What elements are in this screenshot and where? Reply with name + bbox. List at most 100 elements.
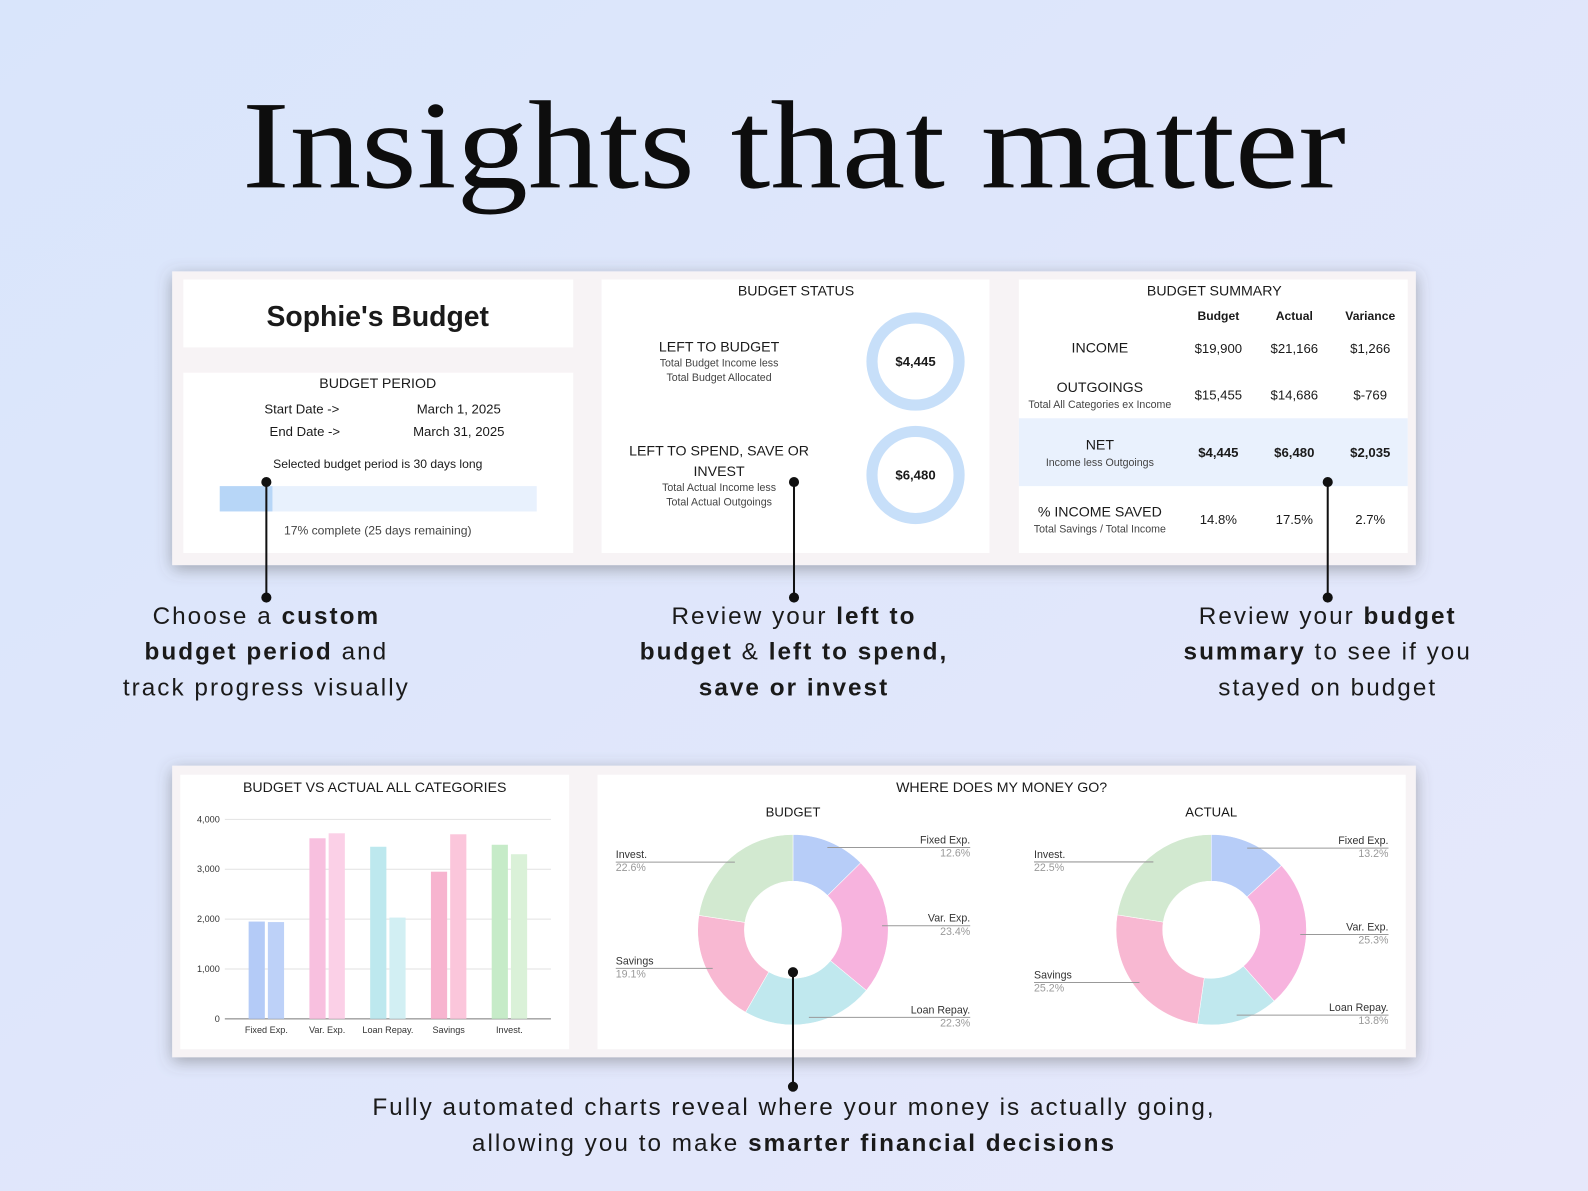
bar — [450, 834, 467, 1019]
summary-title: BUDGET SUMMARY — [1147, 284, 1282, 300]
row-value: 14.8% — [1200, 512, 1238, 527]
progress-fill — [219, 486, 273, 512]
caption-line: save or invest — [699, 674, 889, 701]
row-note: Total Savings / Total Income — [1034, 524, 1166, 536]
caption-line: allowing you to make smarter financial d… — [472, 1129, 1116, 1156]
x-tick-label: Savings — [432, 1025, 465, 1035]
caption-text: budget — [1364, 602, 1457, 629]
slice-label: Var. Exp. — [1346, 921, 1388, 933]
slice-value: 13.8% — [1358, 1015, 1389, 1027]
caption-text: left to — [836, 602, 916, 629]
slice-value: 25.2% — [1034, 983, 1065, 995]
status-label: LEFT TO SPEND, SAVE OR — [629, 444, 809, 460]
slice-label: Fixed Exp. — [1338, 835, 1388, 847]
connector-dot — [787, 967, 799, 978]
column-header: Actual — [1276, 309, 1313, 323]
slice-label: Fixed Exp. — [920, 834, 970, 846]
period-title: BUDGET PERIOD — [319, 376, 436, 392]
bar — [328, 833, 345, 1019]
status-label: INVEST — [693, 464, 744, 480]
caption-text: Review your — [1199, 602, 1364, 629]
x-tick-label: Invest. — [496, 1025, 523, 1035]
row-value: March 31, 2025 — [413, 424, 504, 439]
caption-text: custom — [282, 602, 381, 629]
x-tick-label: Loan Repay. — [362, 1025, 413, 1035]
y-tick-label: 2,000 — [197, 914, 220, 924]
caption-text: Fully automated charts reveal where your… — [372, 1093, 1215, 1120]
row-value: $1,266 — [1350, 341, 1390, 356]
period-note: Selected budget period is 30 days long — [273, 457, 482, 471]
budget-name: Sophie's Budget — [267, 301, 490, 333]
row-value: 17.5% — [1276, 512, 1314, 527]
row-value: $21,166 — [1271, 341, 1319, 356]
y-tick-label: 4,000 — [197, 814, 220, 824]
caption-text: budget period — [145, 638, 333, 665]
slice-value: 12.6% — [940, 848, 971, 860]
caption-text: track progress visually — [123, 674, 410, 701]
charts: 0 1,000 2,000 3,000 4,000 Fixed Exp. Var. Exp.… — [197, 805, 1389, 1035]
slice-value: 23.4% — [940, 926, 971, 938]
period-card — [183, 372, 574, 553]
bar — [309, 838, 326, 1019]
caption-line: budget period and — [145, 638, 389, 665]
page-title: Insights that matter — [242, 76, 1346, 215]
status-ring — [866, 312, 965, 411]
connector-dot — [788, 592, 800, 603]
caption-text: summary — [1184, 638, 1306, 665]
y-tick-label: 0 — [215, 1014, 220, 1024]
slice-label: Loan Repay. — [911, 1004, 970, 1016]
slice-value: 25.3% — [1358, 935, 1389, 947]
pie-title: ACTUAL — [1185, 805, 1237, 820]
caption-line: track progress visually — [123, 674, 410, 701]
bar — [389, 917, 406, 1019]
status-label: LEFT TO BUDGET — [659, 339, 780, 355]
row-value: $2,035 — [1350, 445, 1390, 460]
bar — [430, 871, 448, 1019]
caption-text: and — [333, 638, 388, 665]
row-label: INCOME — [1072, 340, 1129, 356]
column-header: Budget — [1197, 309, 1239, 323]
status-ring — [866, 425, 965, 525]
row-highlight — [1018, 418, 1408, 487]
slice-value: 22.6% — [616, 862, 647, 874]
row-value: March 1, 2025 — [417, 402, 501, 417]
chart-title: BUDGET VS ACTUAL ALL CATEGORIES — [243, 780, 507, 796]
status-amount: $6,480 — [895, 467, 935, 482]
row-label: Start Date -> — [264, 402, 339, 417]
row-value: $-769 — [1353, 387, 1387, 402]
connector-dot — [788, 477, 800, 488]
slice-value: 13.2% — [1358, 848, 1389, 860]
x-tick-label: Fixed Exp. — [245, 1025, 288, 1035]
pie-slice — [827, 862, 889, 991]
row-value: $19,900 — [1195, 341, 1243, 356]
summary-card — [1018, 279, 1408, 553]
caption-text: allowing you to make — [472, 1129, 748, 1156]
pie-slice — [1243, 865, 1307, 1002]
caption-text: smarter financial decisions — [748, 1129, 1116, 1156]
caption-text: Choose a — [153, 602, 282, 629]
connector-dot — [1322, 592, 1333, 603]
slice-value: 22.3% — [940, 1017, 971, 1029]
row-note: Total All Categories ex Income — [1028, 399, 1171, 411]
pie-slice — [1115, 914, 1205, 1025]
column-header: Variance — [1345, 309, 1395, 323]
caption-text: stayed on budget — [1218, 674, 1437, 701]
bar — [248, 921, 265, 1019]
bar — [491, 844, 508, 1019]
row-label: % INCOME SAVED — [1038, 504, 1162, 520]
bar — [267, 922, 285, 1019]
caption-line: Review your budget — [1199, 602, 1457, 629]
y-tick-label: 3,000 — [197, 864, 220, 874]
connector-dot — [261, 592, 272, 603]
slice-label: Loan Repay. — [1329, 1002, 1388, 1014]
status-card — [601, 279, 990, 553]
slice-label: Savings — [616, 955, 654, 967]
caption-text: budget — [640, 638, 733, 665]
status-note: Total Budget Allocated — [666, 372, 771, 384]
caption-line: Choose a custom — [153, 602, 381, 629]
slice-label: Savings — [1034, 969, 1072, 981]
caption-text: to see if you — [1306, 638, 1472, 665]
connector-dot — [1322, 477, 1333, 488]
